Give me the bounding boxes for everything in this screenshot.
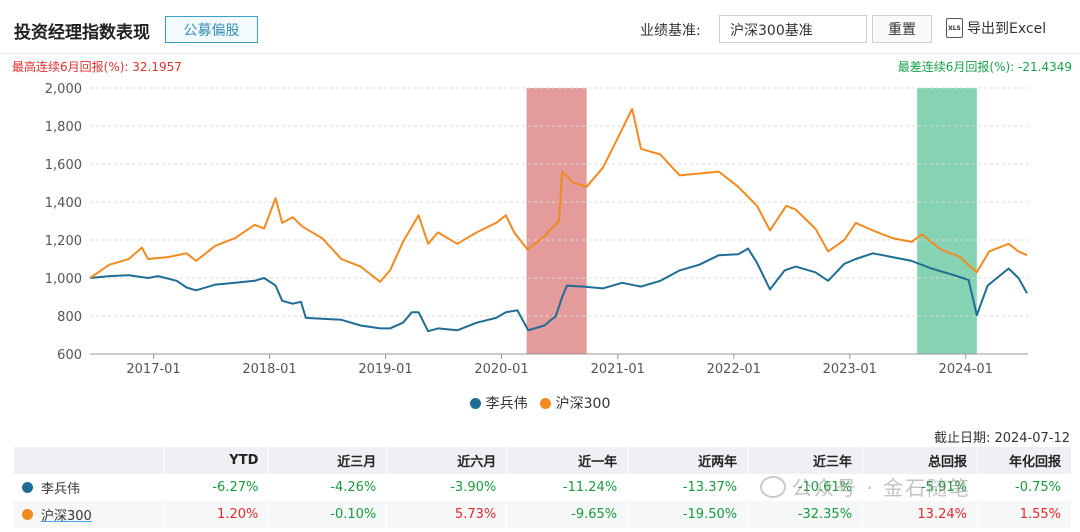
x-tick-label: 2017-01 <box>126 362 180 377</box>
table-cell: -5.91% <box>862 474 978 501</box>
wechat-icon <box>760 475 786 498</box>
series-line-manager <box>89 247 1028 333</box>
table-cell: -6.27% <box>163 474 270 501</box>
table-header-annual: 年化回报 <box>977 447 1073 474</box>
table-cell: -0.75% <box>977 474 1073 501</box>
y-tick-label: 1,200 <box>45 234 82 249</box>
as-of-date: 截止日期: 2024-07-12 <box>933 431 1070 446</box>
watermark: 公众号 · 金石随笔 <box>760 472 971 501</box>
y-tick-label: 2,000 <box>45 82 82 97</box>
worst-6m-highlight <box>917 88 977 354</box>
y-tick-label: 1,600 <box>45 158 82 173</box>
table-row: 沪深300 1.20% -0.10% 5.73% -9.65% -19.50% … <box>14 501 1073 528</box>
table-row: 李兵伟 -6.27% -4.26% -3.90% -11.24% -13.37%… <box>14 474 1073 501</box>
benchmark-input[interactable]: 沪深300基准 <box>719 15 867 43</box>
table-header-ytd: YTD <box>163 447 270 474</box>
x-tick-label: 2020-01 <box>474 362 528 377</box>
y-tick-label: 1,800 <box>45 120 82 135</box>
table-cell: -19.50% <box>627 501 749 528</box>
table-header-1y: 近一年 <box>506 447 629 474</box>
legend-dot-hs300 <box>539 397 551 409</box>
legend-item-hs300[interactable]: 沪深300 <box>539 393 611 413</box>
table-cell: 5.73% <box>386 501 508 528</box>
table-row-name[interactable]: 沪深300 <box>14 501 165 528</box>
series-line-hs300 <box>89 107 1028 283</box>
x-tick-label: 2023-01 <box>823 362 877 377</box>
performance-line-chart: 600 800 1,000 1,200 1,400 1,600 1,800 2,000 2017… <box>45 82 1028 377</box>
table-cell: 1.55% <box>977 501 1073 528</box>
chart-legend: 李兵伟 沪深300 <box>0 393 1080 413</box>
table-header-total: 总回报 <box>862 447 978 474</box>
fund-type-button[interactable]: 公募偏股 <box>165 16 258 43</box>
table-header-3m: 近三月 <box>268 447 388 474</box>
reset-button[interactable]: 重置 <box>872 15 932 43</box>
y-tick-label: 800 <box>57 310 82 325</box>
performance-table: YTD 近三月 近六月 近一年 近两年 近三年 总回报 年化回报 李兵伟 -6.… <box>14 447 1073 528</box>
table-cell: -3.90% <box>386 474 508 501</box>
export-label: 导出到Excel <box>967 21 1047 37</box>
min-6m-return: 最差连续6月回报(%): -21.4349 <box>897 60 1072 74</box>
legend-label-hs300: 沪深300 <box>555 396 611 412</box>
top-toolbar: 投资经理指数表现 公募偏股 业绩基准: 沪深300基准 重置 XLS 导出到Ex… <box>0 0 1080 54</box>
benchmark-label: 业绩基准: <box>640 23 701 39</box>
y-tick-label: 600 <box>57 348 82 363</box>
table-header-6m: 近六月 <box>386 447 508 474</box>
x-tick-label: 2024-01 <box>939 362 993 377</box>
table-header-2y: 近两年 <box>627 447 749 474</box>
table-header-name <box>14 447 165 474</box>
table-cell: -0.10% <box>268 501 388 528</box>
table-cell: 1.20% <box>163 501 270 528</box>
table-cell: -11.24% <box>506 474 629 501</box>
legend-dot-manager <box>469 397 481 409</box>
y-tick-label: 1,000 <box>45 272 82 287</box>
page-title: 投资经理指数表现 <box>14 23 150 43</box>
table-cell: -9.65% <box>506 501 629 528</box>
table-cell: -13.37% <box>627 474 749 501</box>
table-row-name[interactable]: 李兵伟 <box>14 474 165 501</box>
row-dot-hs300 <box>22 509 33 520</box>
x-tick-label: 2018-01 <box>242 362 296 377</box>
export-excel-button[interactable]: XLS 导出到Excel <box>946 18 1046 38</box>
x-tick-label: 2019-01 <box>358 362 412 377</box>
table-cell: -32.35% <box>747 501 864 528</box>
x-tick-label: 2021-01 <box>591 362 645 377</box>
max-6m-return: 最高连续6月回报(%): 32.1957 <box>12 60 182 74</box>
x-tick-label: 2022-01 <box>707 362 761 377</box>
table-header-3y: 近三年 <box>747 447 864 474</box>
excel-file-icon: XLS <box>946 18 963 38</box>
table-cell: -4.26% <box>268 474 388 501</box>
legend-label-manager: 李兵伟 <box>485 396 528 412</box>
row-dot-manager <box>22 482 33 493</box>
y-tick-label: 1,400 <box>45 196 82 211</box>
legend-item-manager[interactable]: 李兵伟 <box>469 393 528 413</box>
table-header-row: YTD 近三月 近六月 近一年 近两年 近三年 总回报 年化回报 <box>14 447 1073 474</box>
table-cell: 13.24% <box>862 501 978 528</box>
watermark-text: 公众号 · 金石随笔 <box>792 476 972 500</box>
best-6m-highlight <box>526 88 587 354</box>
